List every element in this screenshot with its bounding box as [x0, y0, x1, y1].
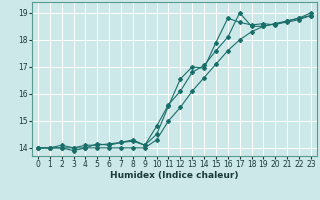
X-axis label: Humidex (Indice chaleur): Humidex (Indice chaleur) — [110, 171, 239, 180]
